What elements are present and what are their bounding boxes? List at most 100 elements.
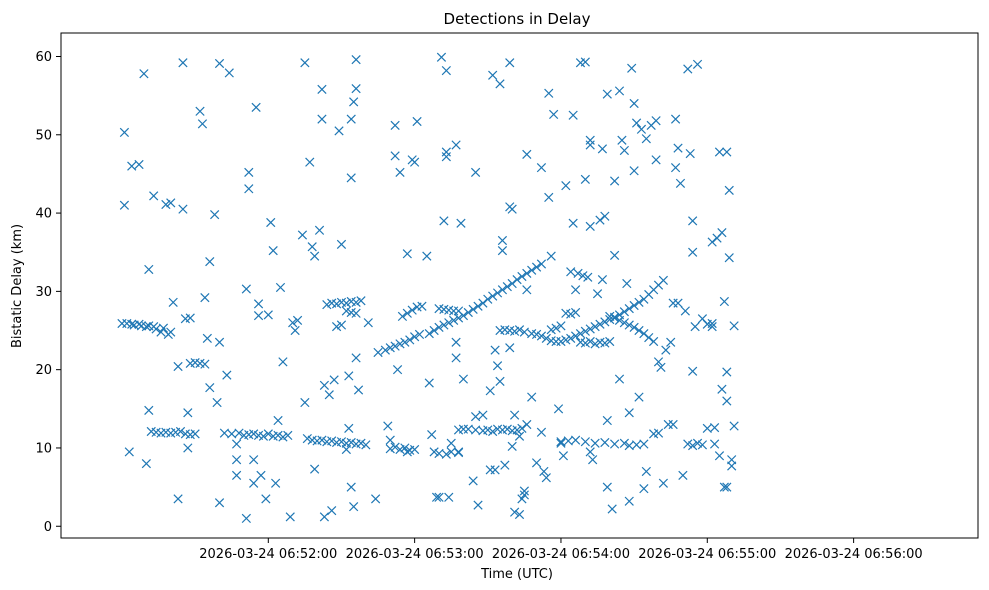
data-point [451, 140, 461, 150]
data-point [536, 331, 547, 341]
data-point [390, 120, 400, 131]
data-point [473, 500, 483, 510]
data-point [385, 435, 395, 445]
data-point [651, 155, 661, 165]
data-point [351, 308, 361, 318]
data-point [585, 221, 595, 232]
data-point [349, 502, 359, 512]
data-point [707, 318, 717, 329]
data-point [231, 455, 242, 465]
data-point [505, 58, 515, 68]
data-point [536, 427, 547, 437]
data-point [175, 426, 186, 437]
data-point [485, 465, 495, 475]
data-point [507, 441, 517, 452]
data-point [422, 251, 432, 261]
data-point [507, 204, 517, 214]
data-point [673, 143, 683, 153]
data-point [405, 335, 415, 345]
data-point [392, 365, 403, 375]
data-point [436, 52, 447, 62]
data-point [514, 509, 525, 520]
data-point [602, 89, 612, 99]
data-point [266, 217, 276, 228]
data-point [614, 374, 625, 384]
data-point [551, 336, 561, 347]
data-point [685, 148, 695, 159]
data-point [444, 492, 454, 502]
data-point [249, 455, 259, 465]
data-point [609, 176, 620, 186]
data-point [314, 225, 325, 235]
data-point [183, 408, 193, 418]
data-point [595, 215, 605, 225]
data-point [470, 425, 481, 435]
data-point [514, 431, 525, 441]
data-point [517, 423, 527, 434]
data-point [639, 329, 649, 339]
data-point [492, 361, 503, 371]
data-point [690, 321, 700, 332]
y-axis-label: Bistatic Delay (km) [10, 224, 25, 348]
data-point [639, 439, 649, 449]
data-point [149, 191, 159, 201]
x-axis-label: Time (UTC) [480, 567, 553, 582]
data-point [456, 218, 466, 228]
data-point [278, 357, 288, 367]
data-point [651, 116, 661, 126]
data-point [241, 513, 251, 524]
data-point [697, 440, 708, 450]
data-point [619, 438, 629, 448]
data-point [580, 57, 590, 67]
data-point [527, 392, 537, 402]
data-point [214, 498, 225, 508]
data-point [412, 116, 422, 127]
data-point [141, 321, 151, 332]
data-point [439, 216, 449, 226]
data-point [602, 482, 612, 492]
data-point [724, 253, 734, 263]
data-point [607, 504, 617, 514]
data-point [519, 327, 530, 337]
data-point [319, 380, 330, 390]
data-point [585, 140, 595, 150]
data-point [261, 494, 271, 504]
data-point [561, 181, 571, 191]
data-point [453, 448, 464, 458]
chart-title: Detections in Delay [444, 10, 591, 28]
data-point [619, 145, 629, 156]
data-point [414, 329, 425, 340]
data-point [383, 421, 393, 431]
data-point [351, 54, 361, 65]
data-point [429, 325, 439, 336]
data-point [427, 430, 437, 440]
data-point [722, 147, 732, 157]
data-point [168, 297, 178, 307]
data-point [205, 383, 215, 393]
data-point [556, 438, 566, 448]
data-point [334, 126, 344, 136]
data-point [688, 366, 698, 376]
data-point [134, 159, 144, 170]
data-point [458, 424, 469, 434]
data-point [166, 198, 176, 208]
data-point [210, 210, 220, 220]
data-point [680, 306, 690, 316]
data-point [727, 461, 737, 471]
data-point [580, 174, 590, 185]
data-point [441, 65, 451, 76]
data-point [449, 315, 459, 325]
data-point [446, 447, 456, 457]
data-point [495, 376, 505, 387]
y-tick-label: 10 [35, 441, 52, 456]
data-point [627, 63, 637, 73]
data-point [273, 415, 283, 426]
y-tick-label: 30 [35, 285, 52, 300]
data-point [714, 451, 725, 461]
data-point [441, 152, 451, 162]
data-point [300, 397, 310, 408]
data-point [614, 86, 625, 96]
data-point [702, 423, 712, 434]
data-point [585, 135, 595, 145]
